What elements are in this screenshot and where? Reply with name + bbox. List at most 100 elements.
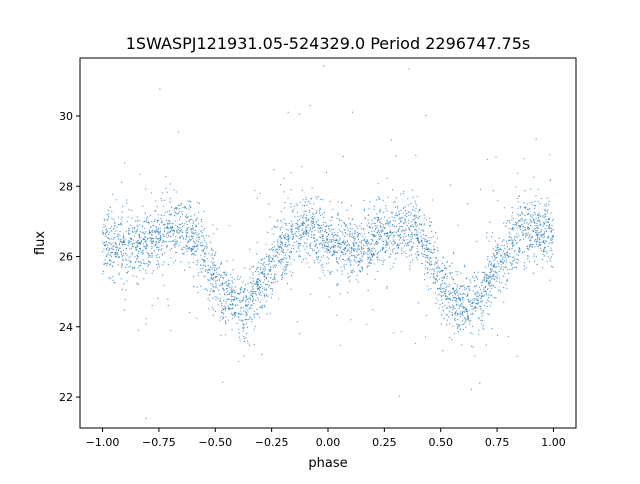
data-point (340, 251, 342, 253)
data-point (459, 285, 461, 287)
data-point (427, 247, 429, 249)
data-point (376, 227, 378, 229)
data-point (247, 283, 249, 285)
data-point (522, 225, 524, 227)
data-point (483, 272, 485, 274)
data-point (291, 226, 293, 228)
data-point (257, 282, 259, 284)
data-point (388, 217, 390, 219)
data-point (243, 337, 245, 340)
data-point (262, 268, 264, 270)
data-point (255, 282, 257, 284)
data-point (307, 232, 309, 234)
data-point (428, 217, 431, 219)
data-point (117, 248, 119, 250)
data-point (456, 323, 458, 325)
data-point (495, 297, 497, 299)
data-point (117, 249, 120, 251)
data-point (126, 220, 128, 222)
data-point (534, 225, 536, 227)
data-point (456, 313, 459, 315)
data-point (423, 279, 426, 281)
data-point (272, 246, 274, 248)
y-tick-label: 22 (59, 391, 73, 404)
data-point (201, 249, 203, 251)
data-point (522, 229, 524, 232)
data-point (224, 307, 227, 309)
data-point (406, 256, 408, 258)
data-point (431, 199, 433, 201)
data-point (360, 248, 362, 250)
data-point (455, 299, 457, 301)
data-point (172, 227, 174, 229)
data-point (549, 279, 551, 281)
data-point (443, 277, 445, 279)
data-point (188, 208, 190, 210)
data-point (360, 228, 362, 230)
data-point (401, 226, 403, 228)
data-point (316, 247, 319, 249)
data-point (396, 215, 398, 217)
data-point (450, 306, 452, 308)
data-point (311, 215, 313, 217)
data-point (393, 231, 395, 233)
data-point (268, 259, 270, 261)
data-point (519, 247, 521, 249)
data-point (457, 296, 460, 298)
data-point (320, 198, 322, 201)
data-point (392, 240, 394, 242)
data-point (214, 267, 216, 269)
data-point (466, 277, 468, 279)
data-point (155, 226, 158, 228)
data-point (488, 313, 490, 315)
data-point (473, 307, 475, 309)
data-point (512, 241, 514, 243)
data-point (287, 261, 289, 263)
data-point (108, 215, 110, 217)
data-point (451, 339, 453, 341)
data-point (268, 260, 270, 262)
data-point (225, 323, 227, 325)
data-point (209, 269, 211, 271)
data-point (355, 248, 357, 251)
data-point (286, 283, 289, 285)
data-point (455, 311, 457, 313)
data-point (271, 228, 273, 230)
data-point (350, 248, 352, 250)
data-point (446, 275, 449, 277)
data-point (169, 201, 171, 203)
data-point (449, 307, 451, 309)
data-point (290, 189, 292, 191)
data-point (389, 221, 391, 223)
data-point (313, 237, 315, 239)
data-point (388, 235, 390, 237)
data-point (260, 272, 262, 274)
data-point (211, 278, 214, 281)
data-point (239, 293, 241, 295)
data-point (533, 228, 535, 230)
data-point (503, 301, 505, 303)
data-point (495, 266, 498, 268)
data-point (343, 229, 345, 231)
data-point (206, 257, 208, 259)
data-point (251, 283, 253, 285)
data-point (415, 256, 417, 258)
data-point (248, 301, 250, 303)
data-point (103, 223, 105, 225)
data-point (404, 206, 406, 208)
data-point (112, 193, 114, 195)
data-point (276, 226, 278, 228)
data-point (461, 320, 463, 322)
data-point (366, 247, 368, 249)
data-point (316, 224, 319, 226)
data-point (437, 270, 439, 272)
data-point (432, 274, 434, 276)
data-point (185, 233, 187, 235)
data-point (506, 254, 508, 256)
data-point (325, 228, 327, 230)
data-point (318, 209, 321, 212)
data-point (389, 230, 392, 232)
data-point (290, 225, 292, 227)
data-point (250, 316, 252, 319)
data-point (140, 262, 142, 264)
